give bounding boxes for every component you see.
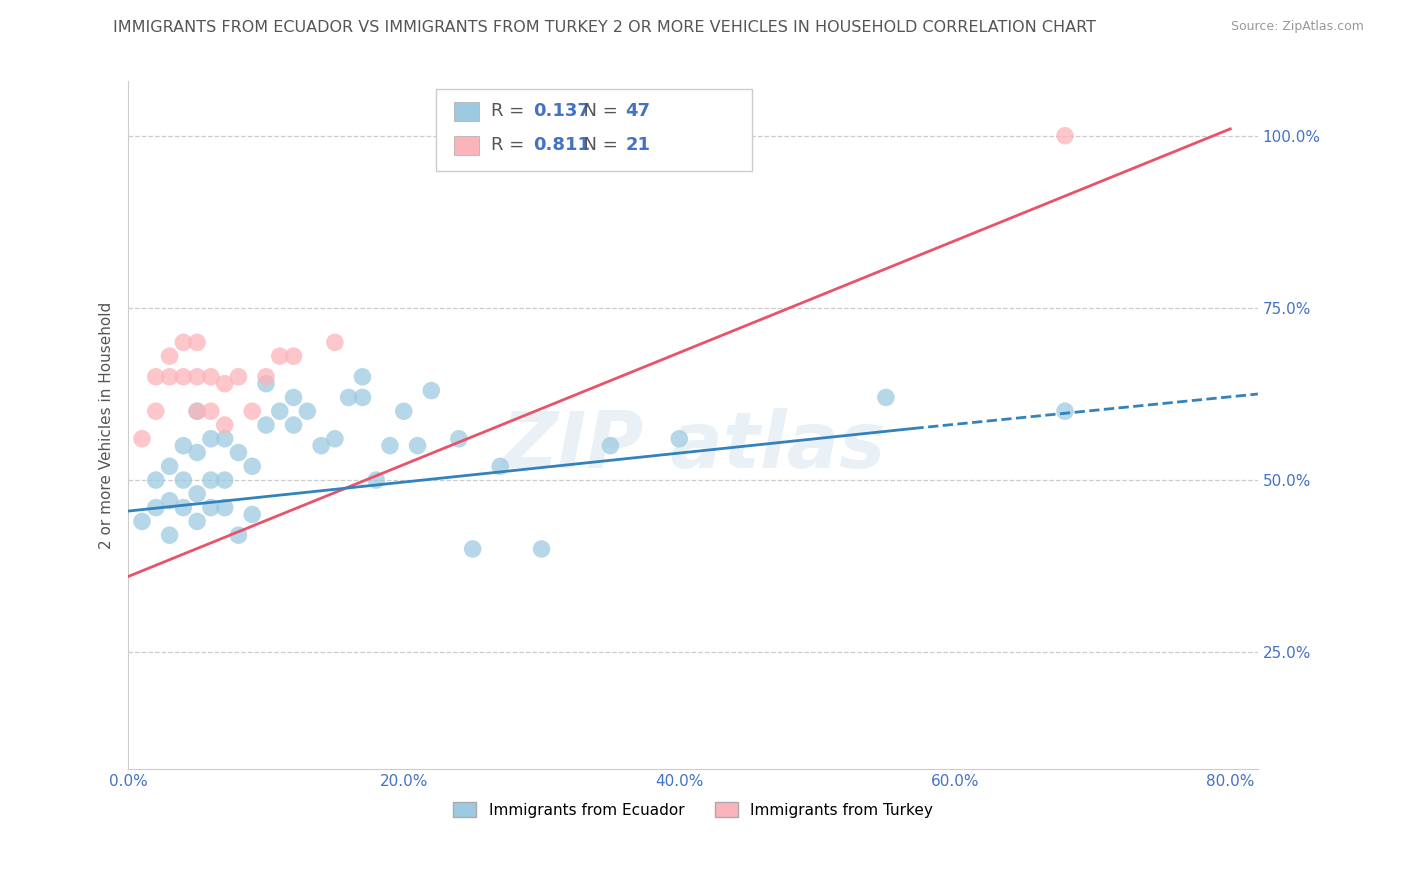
- Point: [200, 404, 222, 418]
- Point: [159, 493, 181, 508]
- Point: [366, 473, 388, 487]
- Point: [200, 432, 222, 446]
- Point: [172, 369, 194, 384]
- Point: [228, 445, 250, 459]
- Point: [240, 404, 263, 418]
- Point: [392, 404, 415, 418]
- Point: [145, 500, 167, 515]
- Point: [172, 335, 194, 350]
- Text: R =: R =: [491, 103, 530, 120]
- Point: [159, 528, 181, 542]
- Text: ZIP atlas: ZIP atlas: [501, 408, 886, 483]
- Point: [186, 335, 208, 350]
- Point: [240, 508, 263, 522]
- Point: [406, 439, 429, 453]
- Point: [200, 500, 222, 515]
- Point: [200, 369, 222, 384]
- Point: [269, 349, 291, 363]
- Point: [214, 500, 236, 515]
- Point: [172, 439, 194, 453]
- Point: [186, 404, 208, 418]
- Text: R =: R =: [491, 136, 530, 154]
- Point: [283, 349, 305, 363]
- Point: [186, 404, 208, 418]
- Point: [599, 439, 621, 453]
- Text: 21: 21: [626, 136, 651, 154]
- Point: [145, 473, 167, 487]
- Point: [172, 473, 194, 487]
- Point: [309, 439, 332, 453]
- Text: 0.137: 0.137: [533, 103, 589, 120]
- Point: [254, 369, 277, 384]
- Point: [1053, 404, 1076, 418]
- Point: [352, 369, 374, 384]
- Point: [489, 459, 512, 474]
- Point: [323, 335, 346, 350]
- Point: [337, 391, 360, 405]
- Y-axis label: 2 or more Vehicles in Household: 2 or more Vehicles in Household: [100, 301, 114, 549]
- Point: [254, 417, 277, 432]
- Text: 0.811: 0.811: [533, 136, 591, 154]
- Point: [447, 432, 470, 446]
- Point: [159, 349, 181, 363]
- Point: [214, 473, 236, 487]
- Point: [131, 432, 153, 446]
- Point: [668, 432, 690, 446]
- Legend: Immigrants from Ecuador, Immigrants from Turkey: Immigrants from Ecuador, Immigrants from…: [447, 796, 939, 823]
- Point: [269, 404, 291, 418]
- Point: [254, 376, 277, 391]
- Point: [186, 487, 208, 501]
- Text: IMMIGRANTS FROM ECUADOR VS IMMIGRANTS FROM TURKEY 2 OR MORE VEHICLES IN HOUSEHOL: IMMIGRANTS FROM ECUADOR VS IMMIGRANTS FR…: [112, 20, 1097, 35]
- Point: [1053, 128, 1076, 143]
- Point: [186, 515, 208, 529]
- Point: [530, 541, 553, 556]
- Point: [461, 541, 484, 556]
- Point: [131, 515, 153, 529]
- Point: [214, 432, 236, 446]
- Point: [240, 459, 263, 474]
- Point: [145, 369, 167, 384]
- Point: [297, 404, 319, 418]
- Point: [214, 417, 236, 432]
- Point: [875, 391, 897, 405]
- Point: [228, 528, 250, 542]
- Point: [214, 376, 236, 391]
- Text: 47: 47: [626, 103, 651, 120]
- Text: N =: N =: [572, 136, 624, 154]
- Text: Source: ZipAtlas.com: Source: ZipAtlas.com: [1230, 20, 1364, 33]
- Point: [378, 439, 401, 453]
- Point: [352, 391, 374, 405]
- Point: [145, 404, 167, 418]
- Point: [159, 369, 181, 384]
- Text: N =: N =: [572, 103, 624, 120]
- Point: [323, 432, 346, 446]
- Point: [283, 417, 305, 432]
- Point: [159, 459, 181, 474]
- Point: [228, 369, 250, 384]
- Point: [200, 473, 222, 487]
- Point: [420, 384, 443, 398]
- Point: [283, 391, 305, 405]
- Point: [172, 500, 194, 515]
- Point: [186, 369, 208, 384]
- Point: [186, 445, 208, 459]
